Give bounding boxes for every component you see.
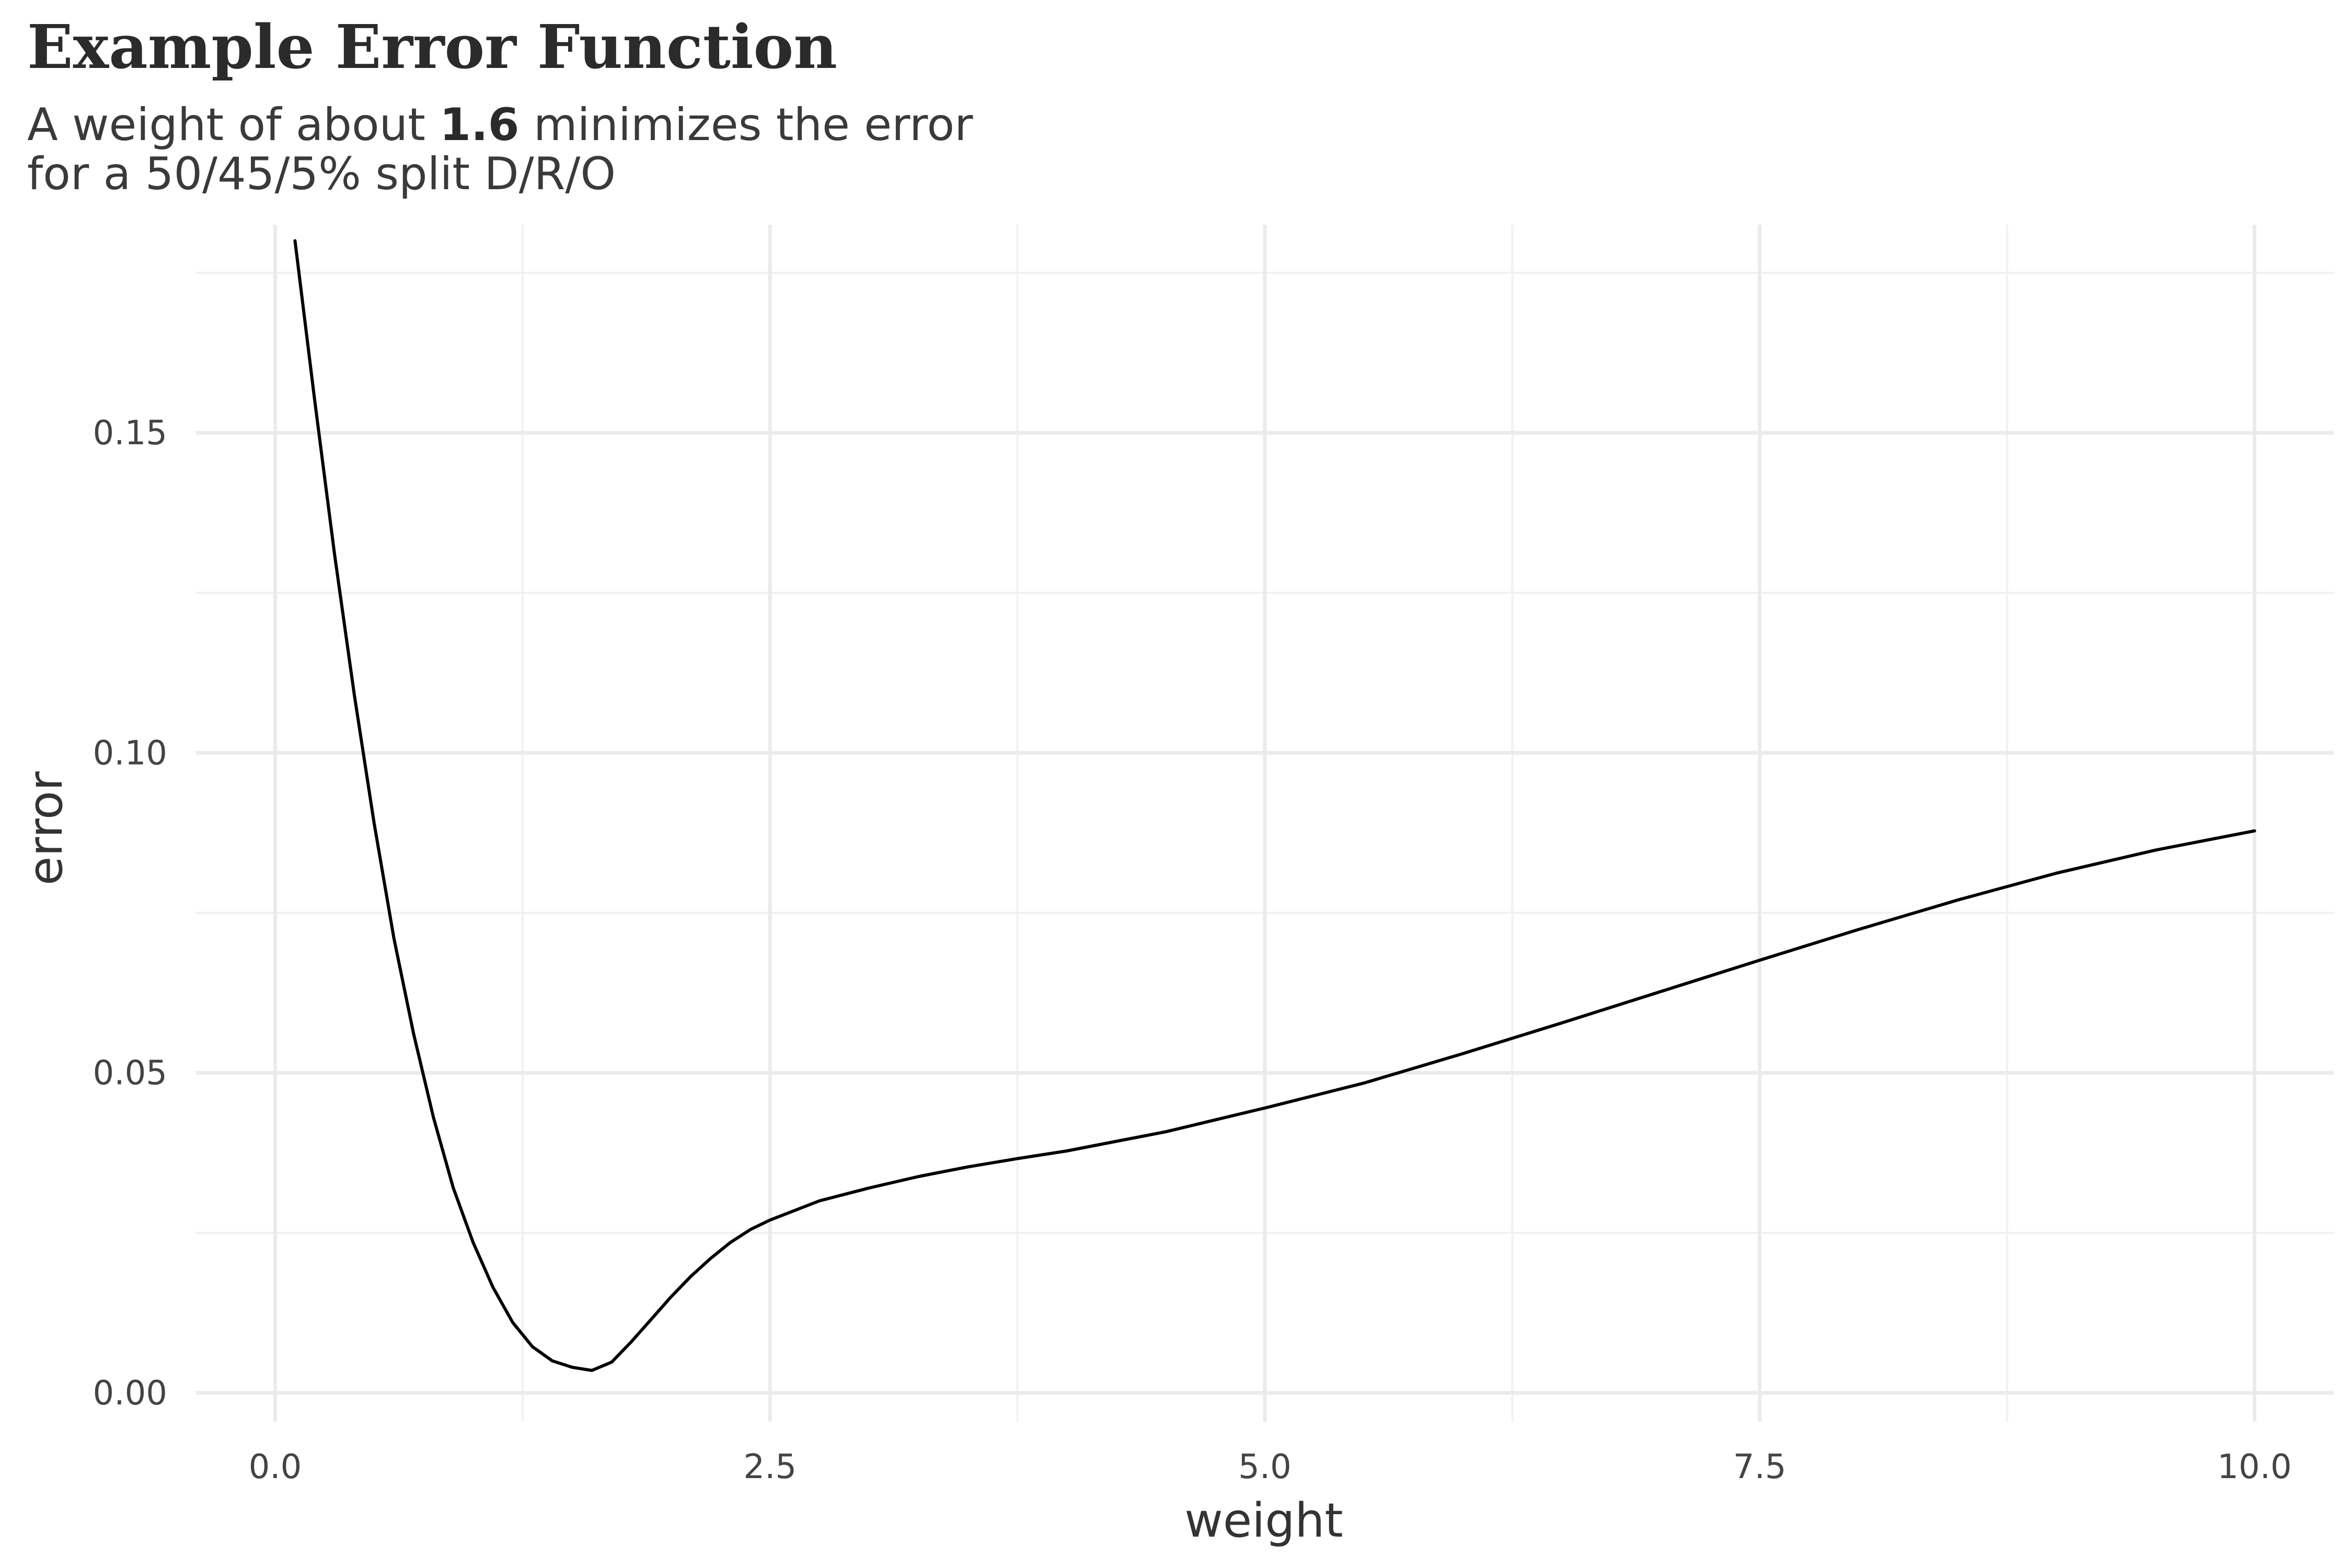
error-curve-line — [293, 239, 2256, 1372]
x-tick-label: 0.0 — [249, 1448, 302, 1486]
subtitle-text-pre: A weight of about — [27, 99, 440, 151]
x-tick-label: 2.5 — [743, 1448, 797, 1486]
y-axis-ticks: 0.00 0.05 0.10 0.15 — [93, 414, 168, 1413]
y-axis-title: error — [18, 771, 73, 885]
x-axis-ticks: 0.0 2.5 5.0 7.5 10.0 — [249, 1448, 2292, 1486]
chart-subtitle-line-2: for a 50/45/5% split D/R/O — [27, 148, 616, 200]
x-tick-label: 7.5 — [1733, 1448, 1786, 1486]
x-axis-title: weight — [1184, 1493, 1343, 1548]
chart-subtitle-line-1: A weight of about 1.6 minimizes the erro… — [27, 99, 973, 151]
y-tick-label: 0.10 — [93, 734, 168, 773]
chart-title: Example Error Function — [27, 12, 837, 83]
subtitle-text-post: minimizes the error — [520, 99, 974, 151]
x-tick-label: 5.0 — [1238, 1448, 1292, 1486]
y-tick-label: 0.00 — [93, 1374, 168, 1413]
y-tick-label: 0.15 — [93, 414, 168, 453]
y-tick-label: 0.05 — [93, 1054, 168, 1093]
x-tick-label: 10.0 — [2217, 1448, 2292, 1486]
subtitle-emphasis-value: 1.6 — [440, 99, 519, 151]
major-gridlines — [196, 225, 2334, 1422]
series-layer — [293, 239, 2256, 1372]
